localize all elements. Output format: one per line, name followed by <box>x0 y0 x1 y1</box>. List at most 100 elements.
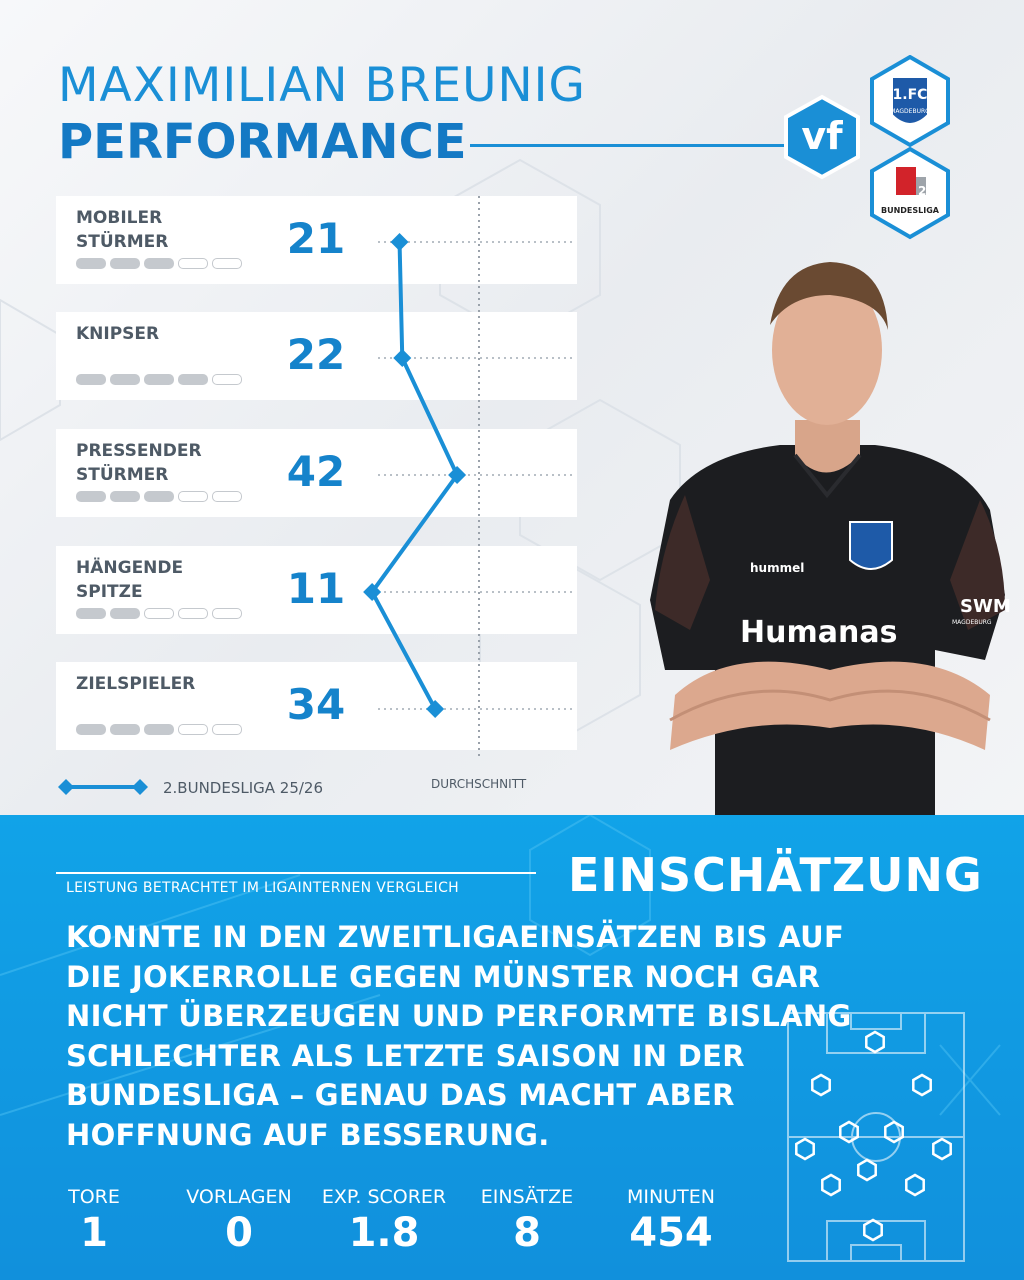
role-value: 22 <box>286 330 346 379</box>
rating-pill <box>178 258 208 269</box>
stat-label: MINUTEN <box>627 1186 715 1208</box>
role-label: KNIPSER <box>76 324 160 344</box>
stat-block: TORE 1 <box>14 1186 174 1256</box>
role-value: 42 <box>286 447 346 496</box>
rating-pill <box>178 724 208 735</box>
club-crest-icon <box>891 76 929 125</box>
role-row: HÄNGENDE SPITZE 11 <box>56 546 577 634</box>
assessment-panel <box>0 815 1024 1280</box>
stat-block: EXP. SCORER 1.8 <box>304 1186 464 1256</box>
shirt-brand: hummel <box>750 561 804 575</box>
rating-pill <box>110 374 140 385</box>
role-value: 11 <box>286 564 346 613</box>
player-position-hex <box>839 1120 859 1144</box>
club-logos: vf 1.FC MAGDEBURG 2 BUNDESLIGA <box>784 55 950 240</box>
role-row: PRESSENDER STÜRMER 42 <box>56 429 577 517</box>
stat-block: EINSÄTZE 8 <box>447 1186 607 1256</box>
stat-label: EXP. SCORER <box>321 1186 447 1208</box>
role-rating <box>76 724 242 735</box>
player-position-hex <box>912 1073 932 1097</box>
rating-pill <box>144 724 174 735</box>
assessment-text: KONNTE IN DEN ZWEITLIGAEINSÄTZEN BIS AUF… <box>66 920 852 1152</box>
role-label: MOBILER STÜRMER <box>76 208 169 252</box>
vf-badge-text: vf <box>801 114 843 158</box>
role-rating <box>76 608 242 619</box>
series-point <box>448 466 467 484</box>
role-value: 34 <box>286 680 346 729</box>
rating-pill <box>212 608 242 619</box>
assessment-heading: EINSCHÄTZUNG <box>568 848 983 902</box>
role-rating <box>76 491 242 502</box>
shirt-sleeve: SWM <box>960 596 1011 617</box>
rating-pill <box>76 724 106 735</box>
rating-pill <box>144 374 174 385</box>
rating-pill <box>178 374 208 385</box>
player-position-hex <box>863 1218 883 1242</box>
panel-deco <box>0 815 1001 1116</box>
rating-pill <box>212 374 242 385</box>
series-point <box>363 583 382 601</box>
player-position-hex <box>821 1173 841 1197</box>
series-point <box>426 700 445 718</box>
rating-pill <box>76 258 106 269</box>
role-row: KNIPSER 22 <box>56 312 577 400</box>
stat-value: 8 <box>513 1210 541 1256</box>
player-position-hex <box>865 1030 885 1054</box>
shirt-sponsor: Humanas <box>740 615 897 650</box>
rating-pill <box>144 258 174 269</box>
context-divider <box>56 872 536 874</box>
player-position-hex <box>932 1137 952 1161</box>
role-label: HÄNGENDE SPITZE <box>76 558 184 602</box>
rating-pill <box>110 258 140 269</box>
role-rating <box>76 258 242 269</box>
legend-marker <box>132 779 148 795</box>
performance-chart <box>58 196 572 795</box>
shirt-sleeve-city: MAGDEBURG <box>952 619 992 626</box>
title-divider <box>470 144 810 147</box>
page-title: PERFORMANCE <box>58 114 467 170</box>
svg-text:2: 2 <box>918 184 926 198</box>
rating-pill <box>178 491 208 502</box>
stat-label: EINSÄTZE <box>480 1186 574 1208</box>
rating-pill <box>110 491 140 502</box>
stat-value: 0 <box>225 1210 253 1256</box>
legend-marker <box>58 779 74 795</box>
league-logo-icon <box>896 167 916 195</box>
league-logo-text: BUNDESLIGA <box>881 206 940 215</box>
rating-pill <box>178 608 208 619</box>
player-position-hex <box>811 1073 831 1097</box>
rating-pill <box>212 724 242 735</box>
role-value: 21 <box>286 214 346 263</box>
stat-label: VORLAGEN <box>186 1186 292 1208</box>
legend-series-label: 2.BUNDESLIGA 25/26 <box>163 779 324 797</box>
rating-pill <box>144 608 174 619</box>
role-label: PRESSENDER STÜRMER <box>76 441 202 485</box>
legend-average-label: DURCHSCHNITT <box>431 777 527 791</box>
rating-pill <box>110 608 140 619</box>
player-name: MAXIMILIAN BREUNIG <box>58 58 586 113</box>
rating-pill <box>76 608 106 619</box>
player-position-hex <box>795 1137 815 1161</box>
rating-pill <box>76 374 106 385</box>
stat-value: 1.8 <box>348 1210 420 1256</box>
rating-pill <box>76 491 106 502</box>
stat-value: 1 <box>80 1210 108 1256</box>
assessment-context: LEISTUNG BETRACHTET IM LIGAINTERNEN VERG… <box>66 880 459 896</box>
series-point <box>390 233 409 251</box>
stat-block: VORLAGEN 0 <box>159 1186 319 1256</box>
role-rating <box>76 374 242 385</box>
rating-pill <box>144 491 174 502</box>
club-crest-text: 1.FC <box>893 87 928 103</box>
stat-value: 454 <box>629 1210 713 1256</box>
stat-label: TORE <box>68 1186 120 1208</box>
player-position-hex <box>857 1158 877 1182</box>
club-crest-city: MAGDEBURG <box>890 108 930 115</box>
series-point <box>393 349 412 367</box>
top-panel: MAXIMILIAN BREUNIG PERFORMANCE vf 1.FC M… <box>0 0 1024 815</box>
role-row: MOBILER STÜRMER 21 <box>56 196 577 284</box>
rating-pill <box>110 724 140 735</box>
stat-block: MINUTEN 454 <box>591 1186 751 1256</box>
player-position-hex <box>905 1173 925 1197</box>
player-photo: hummel Humanas SWM MAGDEBURG <box>650 262 1011 815</box>
formation-pitch <box>787 1012 965 1262</box>
